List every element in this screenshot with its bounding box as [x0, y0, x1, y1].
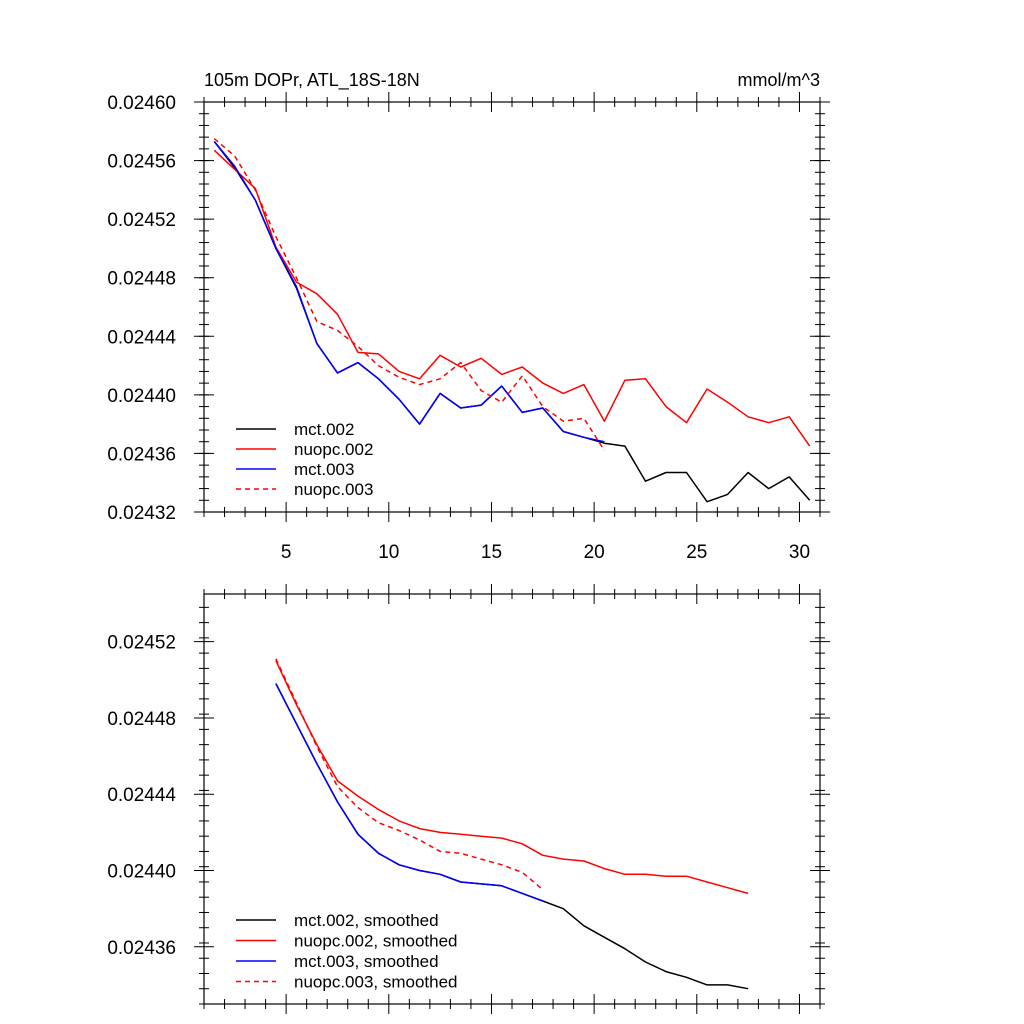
series-line-mct-003-smoothed [275, 683, 544, 902]
y-tick-label: 0.02432 [107, 503, 176, 524]
legend-label: nuopc.003 [294, 480, 373, 499]
series-line-nuopc-003-smoothed [275, 658, 544, 891]
legend-label: nuopc.002 [294, 440, 373, 459]
x-tick-label: 20 [584, 542, 605, 563]
y-tick-label: 0.02448 [107, 709, 176, 730]
y-tick-label: 0.02456 [107, 152, 176, 173]
y-tick-label: 0.02444 [107, 785, 176, 806]
x-tick-label: 30 [789, 542, 810, 563]
x-tick-label: 15 [481, 542, 502, 563]
legend-label: nuopc.002, smoothed [294, 932, 458, 951]
top-panel-title: 105m DOPr, ATL_18S-18N [204, 70, 420, 91]
top-panel-series [213, 138, 811, 503]
y-tick-label: 0.02448 [107, 269, 176, 290]
bottom-panel-legend: mct.002, smoothed nuopc.002, smoothedmct.… [236, 911, 458, 992]
y-tick-label: 0.02436 [107, 938, 176, 959]
x-tick-label: 25 [686, 542, 707, 563]
bottom-panel: 0.02452 0.02448 0.02444 0.02440 0.02436 mct.… [107, 584, 830, 1014]
top-panel-y-tick-labels: 0.02460 0.02456 0.02452 0.02448 0.02444 0.024… [107, 93, 176, 524]
x-tick-label: 10 [378, 542, 399, 563]
legend-label: nuopc.003, smoothed [294, 973, 458, 992]
bottom-panel-y-tick-labels: 0.02452 0.02448 0.02444 0.02440 0.02436 [107, 633, 176, 959]
top-panel-x-tick-labels: 5 10 15 20 25 30 [281, 542, 810, 563]
legend-label: mct.002, smoothed [294, 911, 439, 930]
x-tick-label: 5 [281, 542, 292, 563]
series-line-nuopc-002-smoothed [275, 660, 749, 895]
series-line-nuopc-002 [213, 149, 811, 447]
y-tick-label: 0.02452 [107, 633, 176, 654]
y-tick-label: 0.02436 [107, 444, 176, 465]
y-tick-label: 0.02440 [107, 862, 176, 883]
top-panel: 105m DOPr, ATL_18S-18N mmol/m^3 0.024600… [107, 70, 830, 563]
legend-label: mct.003, smoothed [294, 952, 439, 971]
bottom-panel-ticks [194, 584, 830, 1014]
legend-label: mct.003 [294, 460, 354, 479]
y-tick-label: 0.02452 [107, 210, 176, 231]
bottom-panel-series [275, 658, 749, 990]
legend-label: mct.002 [294, 420, 354, 439]
series-line-mct-003 [213, 141, 605, 443]
y-tick-label: 0.02440 [107, 386, 176, 407]
top-panel-units: mmol/m^3 [738, 70, 820, 90]
y-tick-label: 0.02460 [107, 93, 176, 114]
y-tick-label: 0.02444 [107, 327, 176, 348]
top-panel-ticks [194, 92, 830, 522]
